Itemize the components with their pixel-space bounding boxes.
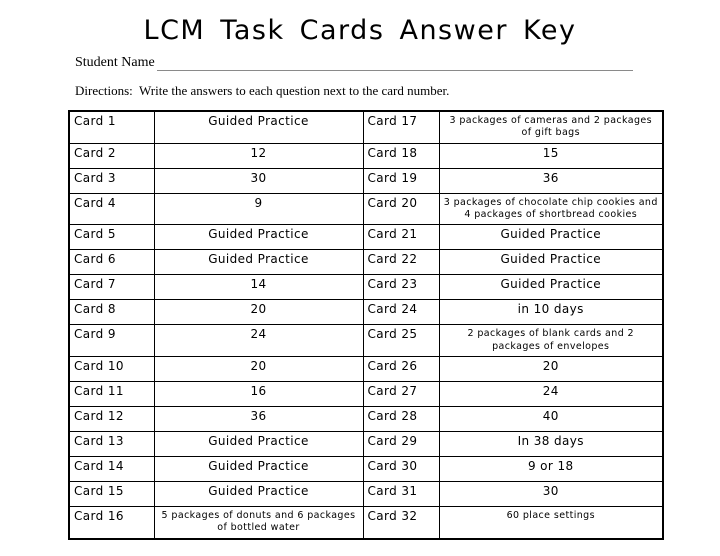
student-name-label: Student Name	[75, 55, 155, 70]
answer-cell: 9	[153, 192, 364, 226]
student-name-blank-line	[156, 55, 633, 71]
table-row: Card 12 36 Card 28 40	[68, 406, 664, 433]
card-label-cell: Card 1	[68, 110, 155, 144]
directions-text: Directions: Write the answers to each qu…	[75, 83, 450, 98]
answer-cell: 36	[153, 406, 364, 433]
card-label-cell: Card 16	[68, 506, 155, 540]
card-label-cell: Card 24	[362, 299, 440, 326]
card-label-cell: Card 30	[362, 456, 440, 483]
answer-cell: Guided Practice	[153, 481, 364, 508]
table-row: Card 11 16 Card 27 24	[68, 381, 664, 408]
card-label-cell: Card 28	[362, 406, 440, 433]
answer-cell: 24	[153, 324, 364, 358]
answer-cell: 30	[153, 167, 364, 194]
table-row: Card 15 Guided Practice Card 31 30	[68, 481, 664, 508]
answer-cell: 36	[438, 167, 664, 194]
table-row: Card 3 30 Card 19 36	[68, 167, 664, 194]
card-label-cell: Card 9	[68, 324, 155, 358]
card-label-cell: Card 5	[68, 224, 155, 251]
card-label-cell: Card 18	[362, 142, 440, 169]
answer-cell: Guided Practice	[153, 110, 364, 144]
answer-cell: In 38 days	[438, 431, 664, 458]
card-label-cell: Card 17	[362, 110, 440, 144]
answer-table-body: Card 1 Guided Practice Card 17 3 packages o…	[68, 110, 664, 540]
table-row: Card 9 24 Card 25 2 packages of blank cards…	[68, 324, 664, 358]
card-label-cell: Card 32	[362, 506, 440, 540]
card-label-cell: Card 31	[362, 481, 440, 508]
table-row: Card 5 Guided Practice Card 21 Guided Pract…	[68, 224, 664, 251]
answer-cell: 20	[153, 356, 364, 383]
answer-cell: 40	[438, 406, 664, 433]
answer-cell: 16	[153, 381, 364, 408]
answer-cell: 20	[153, 299, 364, 326]
table-row: Card 4 9 Card 20 3 packages of chocolate ch…	[68, 192, 664, 226]
answer-cell: 2 packages of blank cards and 2 packages…	[438, 324, 664, 358]
student-name-row: Student Name	[75, 55, 633, 71]
answer-cell: Guided Practice	[153, 431, 364, 458]
table-row: Card 1 Guided Practice Card 17 3 packages o…	[68, 110, 664, 144]
card-label-cell: Card 15	[68, 481, 155, 508]
card-label-cell: Card 10	[68, 356, 155, 383]
answer-cell: Guided Practice	[438, 249, 664, 276]
table-row: Card 10 20 Card 26 20	[68, 356, 664, 383]
card-label-cell: Card 11	[68, 381, 155, 408]
card-label-cell: Card 6	[68, 249, 155, 276]
answer-cell: Guided Practice	[153, 224, 364, 251]
answer-cell: 5 packages of donuts and 6 packages of b…	[153, 506, 364, 540]
card-label-cell: Card 22	[362, 249, 440, 276]
card-label-cell: Card 21	[362, 224, 440, 251]
card-label-cell: Card 26	[362, 356, 440, 383]
table-row: Card 6 Guided Practice Card 22 Guided Pract…	[68, 249, 664, 276]
answer-cell: 3 packages of chocolate chip cookies and…	[438, 192, 664, 226]
answer-cell: 30	[438, 481, 664, 508]
answer-cell: 20	[438, 356, 664, 383]
card-label-cell: Card 27	[362, 381, 440, 408]
answer-cell: 14	[153, 274, 364, 301]
card-label-cell: Card 8	[68, 299, 155, 326]
table-row: Card 14 Guided Practice Card 30 9 or 18	[68, 456, 664, 483]
page-title: LCM Task Cards Answer Key	[143, 15, 577, 46]
card-label-cell: Card 25	[362, 324, 440, 358]
card-label-cell: Card 20	[362, 192, 440, 226]
card-label-cell: Card 7	[68, 274, 155, 301]
answer-cell: in 10 days	[438, 299, 664, 326]
answer-cell: Guided Practice	[153, 456, 364, 483]
table-row: Card 8 20 Card 24 in 10 days	[68, 299, 664, 326]
card-label-cell: Card 13	[68, 431, 155, 458]
table-row: Card 13 Guided Practice Card 29 In 38 days	[68, 431, 664, 458]
table-row: Card 7 14 Card 23 Guided Practice	[68, 274, 664, 301]
answer-key-table: Card 1 Guided Practice Card 17 3 packages o…	[68, 110, 664, 540]
answer-cell: 9 or 18	[438, 456, 664, 483]
table-row: Card 16 5 packages of donuts and 6 packag…	[68, 506, 664, 540]
card-label-cell: Card 14	[68, 456, 155, 483]
answer-cell: 24	[438, 381, 664, 408]
answer-cell: 3 packages of cameras and 2 packages of …	[438, 110, 664, 144]
table-row: Card 2 12 Card 18 15	[68, 142, 664, 169]
answer-cell: 60 place settings	[438, 506, 664, 540]
answer-cell: Guided Practice	[438, 224, 664, 251]
card-label-cell: Card 19	[362, 167, 440, 194]
answer-cell: 12	[153, 142, 364, 169]
answer-cell: Guided Practice	[438, 274, 664, 301]
card-label-cell: Card 3	[68, 167, 155, 194]
card-label-cell: Card 23	[362, 274, 440, 301]
card-label-cell: Card 12	[68, 406, 155, 433]
card-label-cell: Card 2	[68, 142, 155, 169]
answer-cell: Guided Practice	[153, 249, 364, 276]
card-label-cell: Card 29	[362, 431, 440, 458]
card-label-cell: Card 4	[68, 192, 155, 226]
answer-cell: 15	[438, 142, 664, 169]
